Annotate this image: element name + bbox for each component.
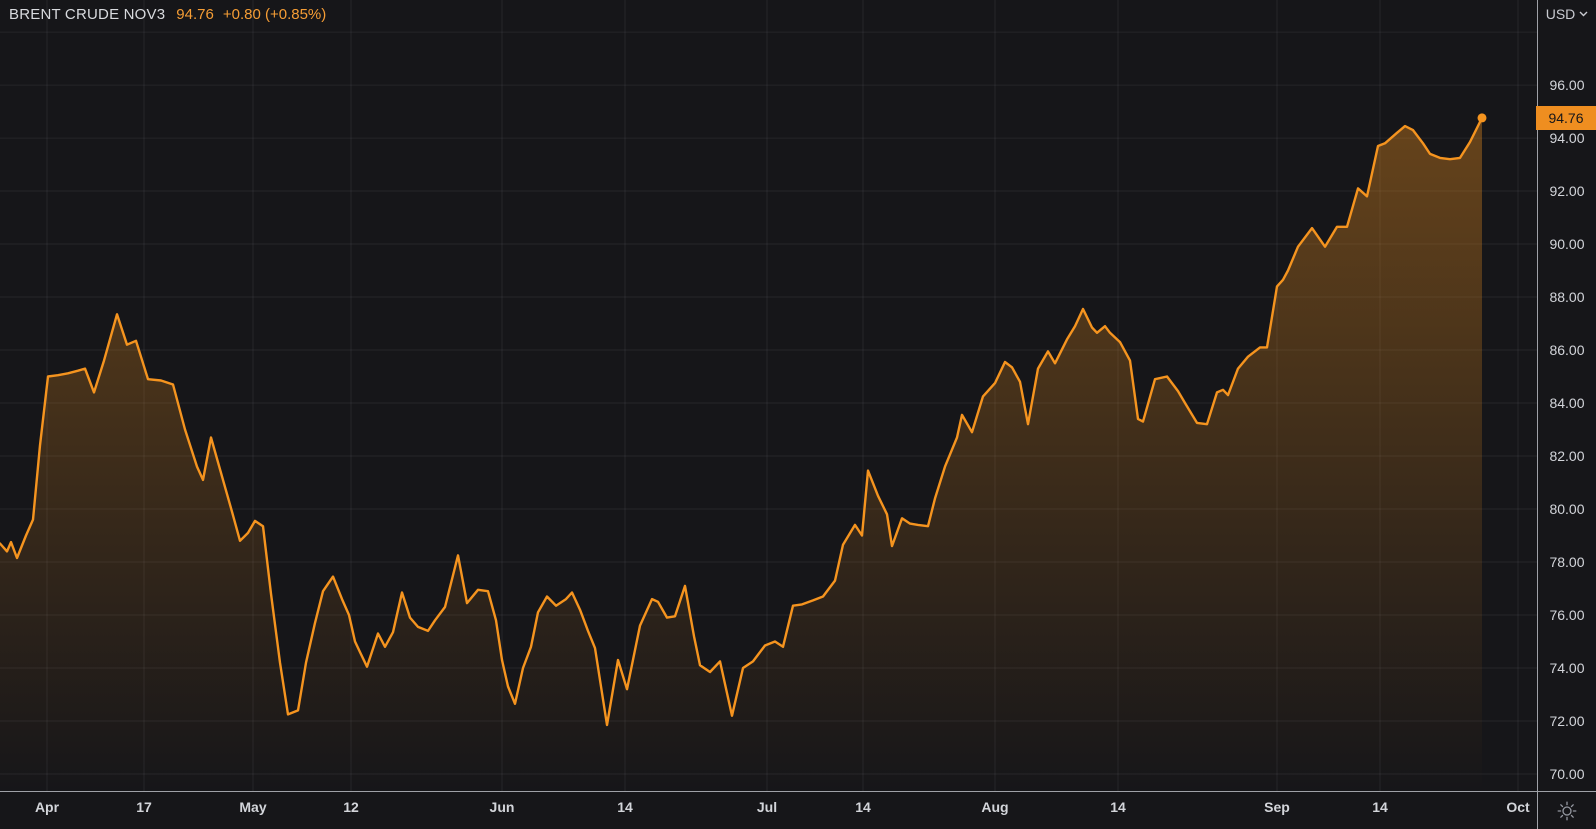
- time-tick-label: Sep: [1264, 799, 1290, 815]
- price-axis-separator: [1537, 0, 1538, 829]
- axis-corner: [1538, 792, 1596, 829]
- time-tick-label: 14: [617, 799, 633, 815]
- time-tick-label: May: [239, 799, 267, 815]
- chart-pane: BRENT CRUDE NOV3 94.76 +0.80 (+0.85%): [0, 0, 1538, 792]
- time-tick-label: Oct: [1506, 799, 1530, 815]
- time-axis-separator: [0, 791, 1596, 792]
- price-tick-label: 86.00: [1549, 342, 1585, 358]
- time-tick-label: Jul: [756, 799, 778, 815]
- price-tick-label: 96.00: [1549, 77, 1585, 93]
- chevron-down-icon: [1579, 11, 1588, 17]
- time-axis[interactable]: Apr 17 May 12 Jun 14 Jul 14 Aug 14 Sep 14 Oct: [0, 792, 1538, 829]
- price-change-value: +0.80 (+0.85%): [222, 6, 327, 23]
- price-tick-label: 90.00: [1549, 236, 1585, 252]
- area-fill: [0, 117, 1482, 792]
- time-tick-label: 14: [855, 799, 871, 815]
- price-chart[interactable]: [0, 0, 1538, 792]
- symbol-legend[interactable]: BRENT CRUDE NOV3 94.76 +0.80 (+0.85%): [9, 6, 326, 23]
- time-tick-label: 14: [1372, 799, 1388, 815]
- time-tick-label: 14: [1110, 799, 1126, 815]
- last-price-dot: [1477, 113, 1487, 123]
- price-axis[interactable]: USD 94.76 96.00 94.00 92.00 90.00 88.00 86.00…: [1536, 0, 1596, 792]
- currency-dropdown[interactable]: USD: [1538, 6, 1596, 22]
- time-tick-label: 12: [343, 799, 359, 815]
- last-price-badge: 94.76: [1536, 106, 1596, 130]
- time-tick-label: Aug: [981, 799, 1009, 815]
- time-tick-label: Jun: [489, 799, 515, 815]
- price-tick-label: 70.00: [1549, 766, 1585, 782]
- sun-icon[interactable]: [1556, 800, 1578, 822]
- price-tick-label: 78.00: [1549, 554, 1585, 570]
- price-tick-label: 88.00: [1549, 289, 1585, 305]
- price-tick-label: 92.00: [1549, 183, 1585, 199]
- price-tick-label: 94.00: [1549, 130, 1585, 146]
- last-price-value: 94.76: [176, 6, 214, 23]
- price-tick-label: 80.00: [1549, 501, 1585, 517]
- price-tick-label: 84.00: [1549, 395, 1585, 411]
- time-tick-label: Apr: [34, 799, 60, 815]
- price-tick-label: 72.00: [1549, 713, 1585, 729]
- price-tick-label: 76.00: [1549, 607, 1585, 623]
- symbol-name[interactable]: BRENT CRUDE NOV3: [9, 6, 166, 23]
- currency-label: USD: [1545, 6, 1576, 22]
- price-tick-label: 82.00: [1549, 448, 1585, 464]
- price-tick-label: 74.00: [1549, 660, 1585, 676]
- time-tick-label: 17: [136, 799, 152, 815]
- price-line: [0, 116, 1484, 727]
